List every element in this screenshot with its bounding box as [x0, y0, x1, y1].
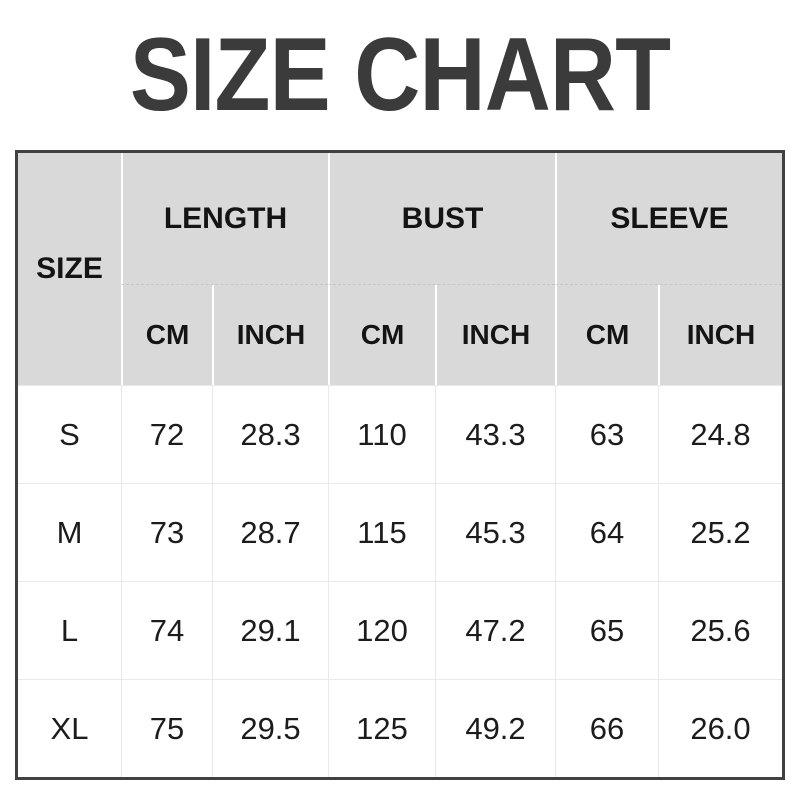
row-l-size-label: L [18, 581, 121, 679]
header-group-sleeve: SLEEVE [555, 153, 782, 285]
row-xl-size-label: XL [18, 679, 121, 777]
row-m-bust-inch: 45.3 [435, 483, 555, 581]
title-area: SIZE CHART [0, 0, 800, 150]
header-bust-cm: CM [328, 285, 435, 385]
row-s-length-inch: 28.3 [212, 385, 328, 483]
header-length-cm: CM [121, 285, 212, 385]
row-l-length-inch: 29.1 [212, 581, 328, 679]
row-s-bust-inch: 43.3 [435, 385, 555, 483]
header-size: SIZE [18, 153, 121, 385]
row-l-length-cm: 74 [121, 581, 212, 679]
header-group-length: LENGTH [121, 153, 328, 285]
row-xl-sleeve-cm: 66 [555, 679, 658, 777]
header-length-inch: INCH [212, 285, 328, 385]
row-l-sleeve-inch: 25.6 [658, 581, 782, 679]
page-title: SIZE CHART [129, 17, 671, 133]
row-s-length-cm: 72 [121, 385, 212, 483]
row-m-bust-cm: 115 [328, 483, 435, 581]
row-m-sleeve-inch: 25.2 [658, 483, 782, 581]
row-s-bust-cm: 110 [328, 385, 435, 483]
row-l-bust-inch: 47.2 [435, 581, 555, 679]
row-xl-length-inch: 29.5 [212, 679, 328, 777]
row-m-length-inch: 28.7 [212, 483, 328, 581]
row-l-sleeve-cm: 65 [555, 581, 658, 679]
row-s-sleeve-cm: 63 [555, 385, 658, 483]
row-s-sleeve-inch: 24.8 [658, 385, 782, 483]
row-m-sleeve-cm: 64 [555, 483, 658, 581]
header-sleeve-cm: CM [555, 285, 658, 385]
row-l-bust-cm: 120 [328, 581, 435, 679]
row-xl-bust-cm: 125 [328, 679, 435, 777]
row-xl-bust-inch: 49.2 [435, 679, 555, 777]
row-s-size-label: S [18, 385, 121, 483]
row-m-size-label: M [18, 483, 121, 581]
header-bust-inch: INCH [435, 285, 555, 385]
header-sleeve-inch: INCH [658, 285, 782, 385]
size-chart-table: SIZE LENGTH BUST SLEEVE CM INCH CM INCH … [15, 150, 785, 780]
row-m-length-cm: 73 [121, 483, 212, 581]
row-xl-length-cm: 75 [121, 679, 212, 777]
header-group-bust: BUST [328, 153, 555, 285]
row-xl-sleeve-inch: 26.0 [658, 679, 782, 777]
